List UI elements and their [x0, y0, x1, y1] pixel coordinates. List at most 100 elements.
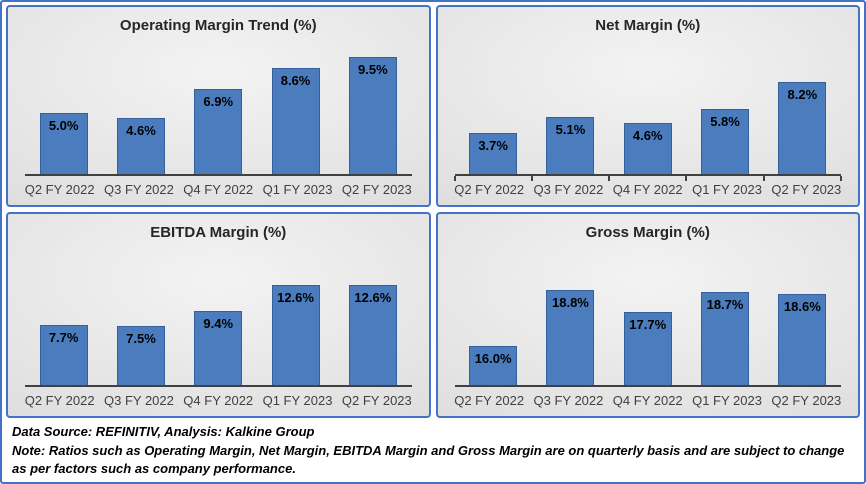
- chart-title: EBITDA Margin (%): [150, 224, 287, 241]
- x-axis-line: [454, 174, 841, 176]
- bar-slot: 7.7%: [25, 245, 102, 387]
- note-line: Note: Ratios such as Operating Margin, N…: [12, 442, 845, 477]
- chart-title: Gross Margin (%): [585, 224, 710, 241]
- bar: 12.6%: [271, 284, 320, 387]
- x-axis-tick: [530, 176, 533, 181]
- bar-slot: 5.8%: [686, 38, 763, 176]
- bar-slot: 17.7%: [609, 245, 686, 387]
- data-label: 8.2%: [787, 86, 818, 102]
- bar-slot: 6.9%: [180, 38, 257, 176]
- x-axis-tick: [685, 176, 688, 181]
- bar-slot: 4.6%: [609, 38, 686, 176]
- bar-slot: 12.6%: [257, 245, 334, 387]
- x-axis-labels: Q2 FY 2022 Q3 FY 2022 Q4 FY 2022 Q1 FY 2023…: [20, 387, 417, 416]
- category-label: Q1 FY 2023: [692, 182, 762, 197]
- bar-slot: 7.5%: [102, 245, 179, 387]
- data-label: 6.9%: [203, 94, 234, 110]
- data-label: 12.6%: [354, 289, 392, 305]
- bar: 5.8%: [701, 109, 749, 176]
- data-source-line: Data Source: REFINITIV, Analysis: Kalkin…: [12, 424, 315, 439]
- category-label: Q2 FY 2022: [454, 182, 525, 197]
- bar-slot: 18.8%: [532, 245, 609, 387]
- data-label: 5.1%: [555, 122, 586, 138]
- charts-grid: Operating Margin Trend (%) 5.0% 4.6% 6.9% 8…: [2, 2, 864, 418]
- category-label: Q4 FY 2022: [612, 393, 683, 408]
- category-label: Q1 FY 2023: [262, 393, 333, 408]
- bar-slot: 8.6%: [257, 38, 334, 176]
- data-label: 18.6%: [783, 298, 821, 314]
- bar-slot: 8.2%: [764, 38, 841, 176]
- data-label: 18.8%: [552, 294, 589, 310]
- bar-slot: 9.5%: [334, 38, 411, 176]
- x-axis-tick: [608, 176, 611, 181]
- plot-area: 7.7% 7.5% 9.4% 12.6% 12.6%: [25, 245, 412, 387]
- data-label: 7.5%: [126, 331, 156, 347]
- x-axis-labels: Q2 FY 2022 Q3 FY 2022 Q4 FY 2022 Q1 FY 2023…: [450, 387, 847, 416]
- chart-net-margin: Net Margin (%) 3.7% 5.1% 4.6% 5.8% 8.2% Q2 F…: [435, 5, 860, 207]
- category-label: Q2 FY 2022: [24, 393, 95, 408]
- chart-title: Operating Margin Trend (%): [119, 17, 317, 34]
- category-label: Q3 FY 2022: [533, 393, 604, 408]
- bar: 3.7%: [469, 133, 518, 176]
- data-label: 4.6%: [126, 123, 156, 139]
- data-label: 12.6%: [277, 289, 314, 305]
- category-label: Q3 FY 2022: [533, 182, 604, 197]
- plot-area: 5.0% 4.6% 6.9% 8.6% 9.5%: [25, 38, 412, 176]
- plot-area: 16.0% 18.8% 17.7% 18.7% 18.6%: [454, 245, 841, 387]
- category-label: Q2 FY 2023: [771, 182, 842, 197]
- chart-gross-margin: Gross Margin (%) 16.0% 18.8% 17.7% 18.7% 18.…: [435, 212, 860, 418]
- bar: 9.4%: [194, 310, 243, 387]
- bar: 18.8%: [546, 289, 595, 387]
- chart-operating-margin: Operating Margin Trend (%) 5.0% 4.6% 6.9% 8…: [6, 5, 431, 207]
- category-label: Q2 FY 2022: [24, 182, 95, 197]
- chart-ebitda-margin: EBITDA Margin (%) 7.7% 7.5% 9.4% 12.6% 12.6%…: [6, 212, 431, 418]
- category-label: Q2 FY 2023: [341, 182, 412, 197]
- bar: 8.6%: [271, 68, 320, 176]
- category-label: Q2 FY 2022: [454, 393, 525, 408]
- data-label: 17.7%: [629, 316, 667, 332]
- bar-slot: 5.0%: [25, 38, 102, 176]
- plot-area: 3.7% 5.1% 4.6% 5.8% 8.2%: [453, 38, 842, 181]
- chart-title: Net Margin (%): [595, 17, 701, 34]
- data-label: 4.6%: [632, 128, 663, 144]
- x-axis-tick: [453, 176, 456, 181]
- category-label: Q4 FY 2022: [183, 393, 254, 408]
- bar: 18.7%: [701, 291, 749, 387]
- bar: 17.7%: [623, 311, 672, 387]
- data-label: 16.0%: [474, 351, 512, 367]
- data-label: 5.8%: [710, 114, 740, 130]
- bar: 16.0%: [469, 346, 518, 387]
- x-axis-labels: Q2 FY 2022 Q3 FY 2022 Q4 FY 2022 Q1 FY 2023…: [20, 176, 417, 205]
- x-axis-line: [454, 385, 841, 387]
- category-label: Q4 FY 2022: [183, 182, 254, 197]
- x-axis-labels: Q2 FY 2022 Q3 FY 2022 Q4 FY 2022 Q1 FY 2023…: [450, 176, 847, 205]
- bar: 5.0%: [39, 113, 88, 176]
- x-axis-line: [25, 385, 412, 387]
- data-label: 8.6%: [280, 73, 311, 89]
- bar-slot: 18.6%: [764, 245, 841, 387]
- bar-slot: 18.7%: [686, 245, 763, 387]
- category-label: Q1 FY 2023: [262, 182, 333, 197]
- bar: 4.6%: [116, 118, 165, 176]
- figure-footer: Data Source: REFINITIV, Analysis: Kalkin…: [2, 418, 864, 482]
- bar: 7.5%: [116, 326, 165, 387]
- bar: 4.6%: [623, 123, 672, 176]
- bar: 6.9%: [194, 89, 243, 176]
- category-label: Q2 FY 2023: [341, 393, 412, 408]
- bar: 5.1%: [546, 117, 595, 176]
- bar-slot: 3.7%: [455, 38, 532, 176]
- bar: 7.7%: [39, 324, 88, 387]
- bar-slot: 12.6%: [334, 245, 411, 387]
- data-label: 7.7%: [48, 329, 79, 345]
- bar-slot: 16.0%: [455, 245, 532, 387]
- x-axis-tick: [762, 176, 765, 181]
- bar-slot: 9.4%: [180, 245, 257, 387]
- bar-slot: 4.6%: [102, 38, 179, 176]
- category-label: Q1 FY 2023: [692, 393, 762, 408]
- category-label: Q3 FY 2022: [104, 182, 174, 197]
- data-label: 18.7%: [706, 296, 744, 312]
- bar: 12.6%: [348, 284, 397, 387]
- category-label: Q4 FY 2022: [612, 182, 683, 197]
- x-axis-line: [25, 174, 412, 176]
